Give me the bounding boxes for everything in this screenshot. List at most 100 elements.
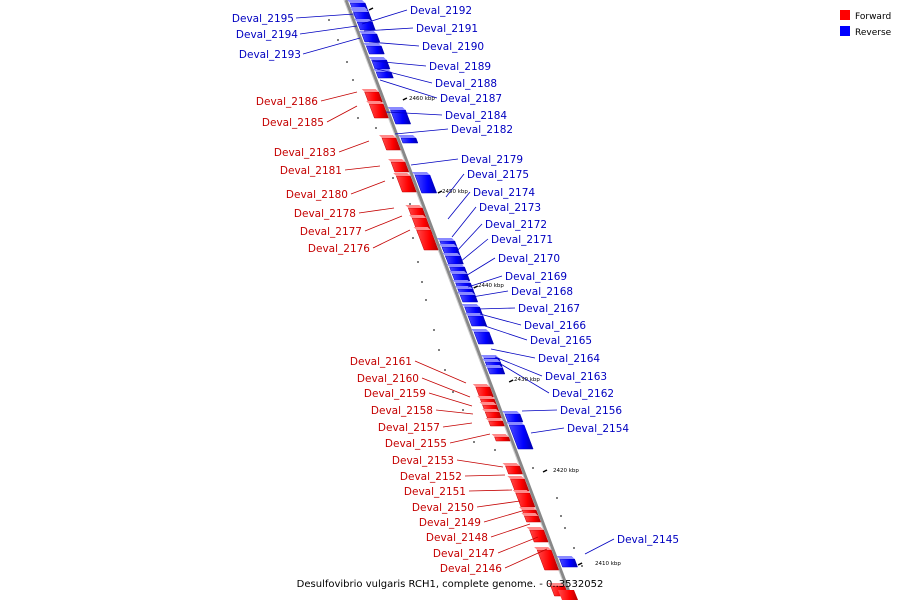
gene-block-deval-2158[interactable] [484,411,502,419]
legend-swatch-reverse [840,26,850,36]
gene-label-deval-2193[interactable]: Deval_2193 [239,49,301,61]
axis-tick [577,562,583,566]
label-leaders [295,9,615,569]
gene-label-deval-2186[interactable]: Deval_2186 [256,96,318,108]
gene-labels: Deval_2195 Deval_2194 Deval_2193 Deval_2192… [232,5,679,575]
gene-label-deval-2169[interactable]: Deval_2169 [505,271,567,283]
gene-label-deval-2149[interactable]: Deval_2149 [419,517,481,529]
gene-block-deval-2168[interactable] [459,294,479,303]
genome-axis [344,0,574,600]
gene-label-deval-2172[interactable]: Deval_2172 [485,219,547,231]
leader-deval-2163 [494,356,543,377]
gene-label-deval-2150[interactable]: Deval_2150 [412,502,474,514]
leader-deval-2164 [490,348,536,359]
gene-block-deval-2155[interactable] [494,436,511,442]
leader-deval-2189 [372,60,427,67]
gene-block-deval-2156[interactable] [504,413,524,423]
leader-deval-2193 [302,37,361,55]
gene-label-deval-2156[interactable]: Deval_2156 [560,405,622,417]
gene-label-deval-2145[interactable]: Deval_2145 [617,534,679,546]
leader-deval-2179 [410,158,459,166]
leader-deval-2180 [350,180,386,195]
gene-label-deval-2184[interactable]: Deval_2184 [445,110,507,122]
gene-block-deval-2149[interactable] [523,515,541,523]
leader-deval-2158 [435,409,474,415]
leader-deval-2174 [447,191,471,220]
gene-label-deval-2174[interactable]: Deval_2174 [473,187,535,199]
gene-label-deval-2185[interactable]: Deval_2185 [262,117,324,129]
gene-block-deval-2157[interactable] [488,420,505,427]
gene-label-deval-2146[interactable]: Deval_2146 [440,563,502,575]
gene-label-deval-2180[interactable]: Deval_2180 [286,189,348,201]
gene-block-deval-2172-top [446,264,465,267]
gene-label-deval-2160[interactable]: Deval_2160 [357,373,419,385]
gene-label-deval-2152[interactable]: Deval_2152 [400,471,462,483]
gene-label-deval-2167[interactable]: Deval_2167 [518,303,580,315]
leader-deval-2157 [442,422,473,428]
gene-block-deval-2166[interactable] [467,315,488,327]
gene-label-deval-2178[interactable]: Deval_2178 [294,208,356,220]
gene-label-deval-2165[interactable]: Deval_2165 [530,335,592,347]
leader-deval-2145 [584,538,615,555]
gene-block-deval-2182[interactable] [400,137,419,144]
gene-label-deval-2179[interactable]: Deval_2179 [461,154,523,166]
gene-label-deval-2177[interactable]: Deval_2177 [300,226,362,238]
gene-block-deval-2168-top [457,292,476,295]
gene-block-deval-2165[interactable] [473,331,494,345]
gene-block-deval-2145[interactable] [559,558,578,568]
gene-label-deval-2163[interactable]: Deval_2163 [545,371,607,383]
gene-label-deval-2190[interactable]: Deval_2190 [422,41,484,53]
gene-block-deval-2183-top [378,135,396,138]
gene-label-deval-2183[interactable]: Deval_2183 [274,147,336,159]
gene-block-deval-2162[interactable] [487,367,506,375]
gene-label-deval-2176[interactable]: Deval_2176 [308,243,370,255]
gene-label-deval-2195[interactable]: Deval_2195 [232,13,294,25]
leader-deval-2170 [463,257,496,278]
leader-deval-2175 [445,173,465,198]
gene-label-deval-2148[interactable]: Deval_2148 [426,532,488,544]
leader-deval-2146 [504,548,548,569]
gene-label-deval-2191[interactable]: Deval_2191 [416,23,478,35]
gene-block-deval-2153[interactable] [505,465,523,475]
gene-label-deval-2175[interactable]: Deval_2175 [467,169,529,181]
gene-label-deval-2159[interactable]: Deval_2159 [364,388,426,400]
gene-label-deval-2151[interactable]: Deval_2151 [404,486,466,498]
gene-label-deval-2161[interactable]: Deval_2161 [350,356,412,368]
gene-label-deval-2158[interactable]: Deval_2158 [371,405,433,417]
gene-label-deval-2166[interactable]: Deval_2166 [524,320,586,332]
gene-label-deval-2192[interactable]: Deval_2192 [410,5,472,17]
leader-deval-2181 [344,165,381,171]
leader-deval-2156 [521,409,558,412]
leader-deval-2184 [385,111,443,116]
gene-label-deval-2168[interactable]: Deval_2168 [511,286,573,298]
gene-block-deval-2192[interactable] [353,11,372,21]
gene-label-deval-2173[interactable]: Deval_2173 [479,202,541,214]
gene-label-deval-2182[interactable]: Deval_2182 [451,124,513,136]
gene-block-deval-2190[interactable] [361,33,381,43]
gene-label-deval-2147[interactable]: Deval_2147 [433,548,495,560]
gene-label-deval-2181[interactable]: Deval_2181 [280,165,342,177]
gene-label-deval-2157[interactable]: Deval_2157 [378,422,440,434]
gene-block-deval-2184-top [387,107,406,110]
gene-label-deval-2154[interactable]: Deval_2154 [567,423,629,435]
gene-label-deval-2194[interactable]: Deval_2194 [236,29,298,41]
gene-label-deval-2164[interactable]: Deval_2164 [538,353,600,365]
kbp-label-2460: 2460 kbp [409,96,435,102]
legend: Forward Reverse [840,10,892,38]
gene-label-deval-2187[interactable]: Deval_2187 [440,93,502,105]
gene-block-deval-2162-top [484,365,503,368]
gene-block-deval-2191[interactable] [356,21,376,31]
gene-block-deval-2189[interactable] [365,45,385,55]
gene-label-deval-2155[interactable]: Deval_2155 [385,438,447,450]
gene-label-deval-2162[interactable]: Deval_2162 [552,388,614,400]
gene-label-deval-2153[interactable]: Deval_2153 [392,455,454,467]
kbp-label-2410: 2410 kbp [595,561,621,567]
legend-label-forward: Forward [855,12,891,22]
gene-label-deval-2189[interactable]: Deval_2189 [429,61,491,73]
gene-label-deval-2188[interactable]: Deval_2188 [435,78,497,90]
gene-label-deval-2170[interactable]: Deval_2170 [498,253,560,265]
gene-block-deval-2173[interactable] [445,255,464,265]
gene-label-deval-2171[interactable]: Deval_2171 [491,234,553,246]
axis-tick [402,97,408,101]
